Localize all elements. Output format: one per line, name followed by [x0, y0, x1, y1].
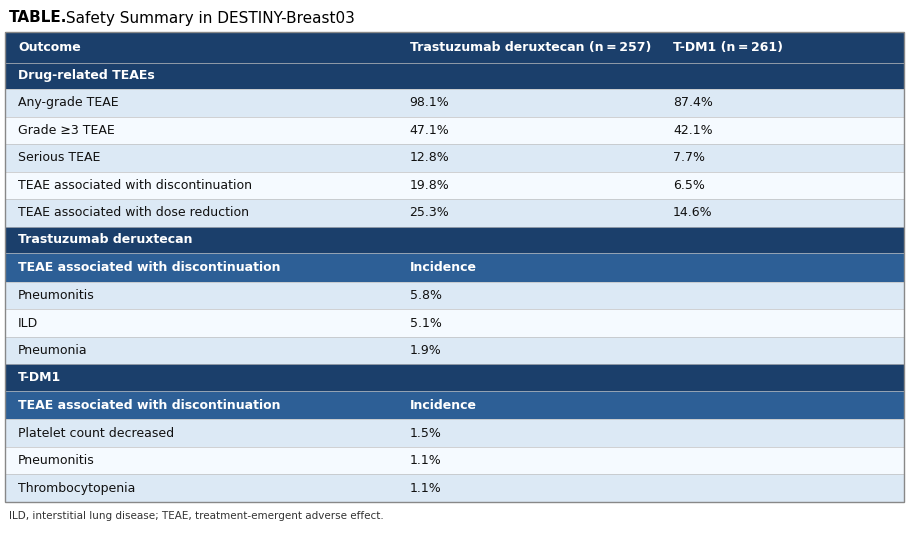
Bar [5, 337, 904, 364]
Text: 87.4%: 87.4% [674, 96, 713, 110]
Text: 47.1%: 47.1% [410, 124, 449, 137]
Text: 5.1%: 5.1% [410, 317, 442, 329]
Text: Serious TEAE: Serious TEAE [18, 151, 100, 164]
Text: Pneumonitis: Pneumonitis [18, 289, 95, 302]
Text: TABLE.: TABLE. [9, 10, 67, 26]
Text: ILD: ILD [18, 317, 38, 329]
Text: T-DM1 (n = 261): T-DM1 (n = 261) [674, 41, 784, 54]
Bar [5, 282, 904, 309]
Text: TEAE associated with dose reduction: TEAE associated with dose reduction [18, 207, 249, 219]
Text: Outcome: Outcome [18, 41, 81, 54]
Text: Trastuzumab deruxtecan: Trastuzumab deruxtecan [18, 233, 193, 247]
Text: TEAE associated with discontinuation: TEAE associated with discontinuation [18, 179, 252, 192]
Text: Pneumonia: Pneumonia [18, 344, 87, 357]
Bar [5, 199, 904, 227]
Bar [5, 172, 904, 199]
Text: 7.7%: 7.7% [674, 151, 705, 164]
Bar [5, 117, 904, 144]
Bar [5, 227, 904, 253]
Text: 1.5%: 1.5% [410, 427, 442, 439]
Bar [5, 253, 904, 282]
Text: Incidence: Incidence [410, 261, 476, 274]
Bar [5, 32, 904, 62]
Text: 1.1%: 1.1% [410, 482, 441, 495]
Bar [5, 447, 904, 475]
Text: Incidence: Incidence [410, 398, 476, 412]
Text: 98.1%: 98.1% [410, 96, 449, 110]
Bar [5, 89, 904, 117]
Text: 5.8%: 5.8% [410, 289, 442, 302]
Text: 19.8%: 19.8% [410, 179, 449, 192]
Text: 42.1%: 42.1% [674, 124, 713, 137]
Text: 1.1%: 1.1% [410, 454, 441, 467]
Text: Any-grade TEAE: Any-grade TEAE [18, 96, 118, 110]
Text: Thrombocytopenia: Thrombocytopenia [18, 482, 135, 495]
Bar [5, 364, 904, 391]
Text: Grade ≥3 TEAE: Grade ≥3 TEAE [18, 124, 115, 137]
Text: TEAE associated with discontinuation: TEAE associated with discontinuation [18, 398, 280, 412]
Bar [5, 309, 904, 337]
Bar [5, 62, 904, 89]
Text: 25.3%: 25.3% [410, 207, 449, 219]
Bar [5, 475, 904, 502]
Text: 1.9%: 1.9% [410, 344, 441, 357]
Text: ILD, interstitial lung disease; TEAE, treatment-emergent adverse effect.: ILD, interstitial lung disease; TEAE, tr… [9, 511, 384, 521]
Text: Pneumonitis: Pneumonitis [18, 454, 95, 467]
Text: Safety Summary in DESTINY-Breast03: Safety Summary in DESTINY-Breast03 [61, 10, 355, 26]
Bar [5, 419, 904, 447]
Text: Drug-related TEAEs: Drug-related TEAEs [18, 70, 155, 82]
Text: 6.5%: 6.5% [674, 179, 705, 192]
Bar [5, 144, 904, 172]
Bar [5, 32, 904, 502]
Bar [5, 391, 904, 419]
Text: TEAE associated with discontinuation: TEAE associated with discontinuation [18, 261, 280, 274]
Text: Trastuzumab deruxtecan (n = 257): Trastuzumab deruxtecan (n = 257) [410, 41, 651, 54]
Text: 14.6%: 14.6% [674, 207, 713, 219]
Text: 12.8%: 12.8% [410, 151, 449, 164]
Text: T-DM1: T-DM1 [18, 371, 61, 384]
Text: Platelet count decreased: Platelet count decreased [18, 427, 174, 439]
